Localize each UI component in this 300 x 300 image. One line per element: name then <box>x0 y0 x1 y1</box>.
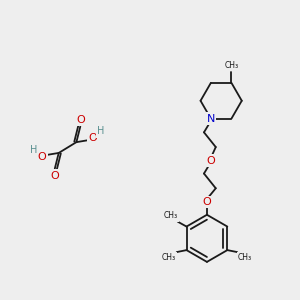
Text: O: O <box>206 156 215 166</box>
Text: O: O <box>76 115 85 124</box>
Text: CH₃: CH₃ <box>224 61 239 70</box>
Text: CH₃: CH₃ <box>238 254 252 262</box>
Text: CH₃: CH₃ <box>164 211 178 220</box>
Text: CH₃: CH₃ <box>162 254 176 262</box>
Text: H: H <box>29 145 37 155</box>
Text: O: O <box>38 152 46 162</box>
Text: O: O <box>50 170 59 181</box>
Text: O: O <box>202 197 211 207</box>
Text: N: N <box>207 114 215 124</box>
Text: O: O <box>89 133 98 143</box>
Text: H: H <box>97 126 105 136</box>
